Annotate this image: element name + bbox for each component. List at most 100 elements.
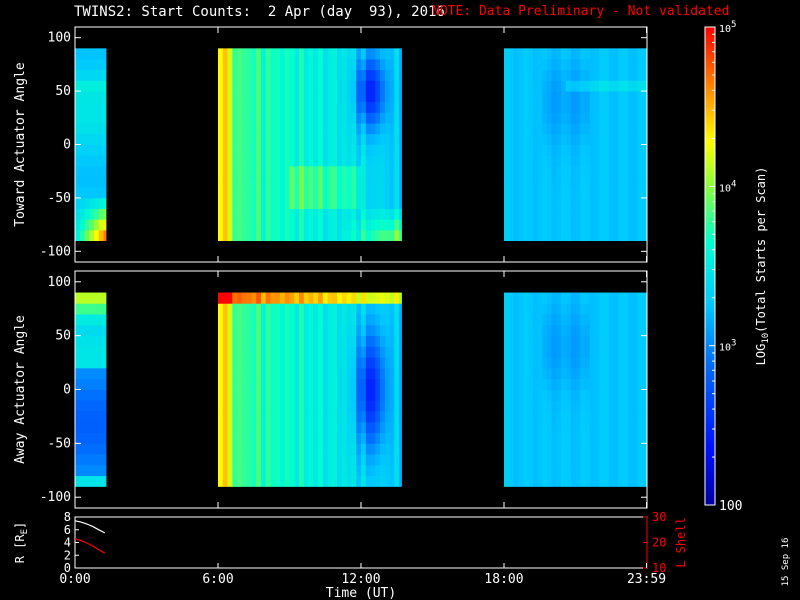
heatmap-cell <box>384 80 390 92</box>
heatmap-cell <box>632 357 638 369</box>
heatmap-cell <box>608 155 615 167</box>
heatmap-cell <box>241 400 247 412</box>
heatmap-cell <box>241 292 247 304</box>
heatmap-cell <box>523 187 529 199</box>
heatmap-cell <box>327 229 333 242</box>
heatmap-cell <box>270 91 276 103</box>
heatmap-cell <box>399 48 402 60</box>
heatmap-cell <box>275 208 281 220</box>
heatmap-cell <box>594 454 600 466</box>
heatmap-cell <box>608 80 615 92</box>
heatmap-cell <box>346 187 352 199</box>
heatmap-cell <box>523 346 529 358</box>
heatmap-cell <box>380 335 386 347</box>
heatmap-cell <box>561 475 567 487</box>
heatmap-cell <box>608 357 615 369</box>
heatmap-cell <box>580 443 586 455</box>
heatmap-cell <box>275 378 281 390</box>
heatmap-cell <box>218 367 224 380</box>
heatmap-cell <box>103 48 107 60</box>
heatmap-cell <box>84 357 90 369</box>
heatmap-cell <box>556 475 562 487</box>
heatmap-cell <box>570 155 576 167</box>
heatmap-cell <box>599 378 605 390</box>
heatmap-cell <box>561 464 567 477</box>
heatmap-cell <box>265 346 271 358</box>
heatmap-cell <box>575 187 581 199</box>
heatmap-cell <box>537 91 543 103</box>
heatmap-cell <box>218 91 224 103</box>
heatmap-cell <box>399 411 402 423</box>
heatmap-cell <box>322 378 329 390</box>
heatmap-cell <box>580 475 586 487</box>
heatmap-cell <box>365 357 371 369</box>
heatmap-cell <box>513 411 519 423</box>
heatmap-cell <box>361 155 367 167</box>
heatmap-cell <box>284 144 290 156</box>
heatmap-cell <box>384 314 390 326</box>
heatmap-cell <box>341 389 348 401</box>
heatmap-cell <box>532 219 538 231</box>
heatmap-cell <box>294 464 300 477</box>
heatmap-cell <box>351 357 357 369</box>
heatmap-cell <box>94 335 100 347</box>
heatmap-cell <box>570 367 576 380</box>
heatmap-cell <box>337 411 343 423</box>
heatmap-cell <box>98 303 104 315</box>
heatmap-cell <box>618 101 624 113</box>
heatmap-cell <box>585 432 591 444</box>
heatmap-cell <box>337 165 343 177</box>
heatmap-cell <box>604 378 610 390</box>
heatmap-cell <box>594 144 600 156</box>
heatmap-cell <box>504 346 510 358</box>
heatmap-cell <box>313 69 319 81</box>
y-tick-label: 0 <box>63 138 71 153</box>
heatmap-cell <box>79 91 85 103</box>
heatmap-cell <box>365 378 371 390</box>
heatmap-cell <box>375 389 381 401</box>
heatmap-cell <box>613 378 619 390</box>
heatmap-cell <box>246 123 252 135</box>
heatmap-cell <box>370 314 376 326</box>
heatmap-cell <box>270 59 276 71</box>
heatmap-cell <box>370 101 376 113</box>
heatmap-cell <box>632 443 638 455</box>
heatmap-cell <box>556 197 562 209</box>
heatmap-cell <box>289 229 295 242</box>
heatmap-cell <box>608 432 615 444</box>
heatmap-cell <box>585 454 591 466</box>
heatmap-cell <box>532 400 538 412</box>
heatmap-cell <box>303 144 309 156</box>
heatmap-cell <box>537 197 543 209</box>
heatmap-cell <box>384 165 390 177</box>
heatmap-cell <box>279 346 286 358</box>
heatmap-cell <box>98 91 104 103</box>
heatmap-cell <box>513 335 519 347</box>
heatmap-cell <box>585 48 591 60</box>
heatmap-cell <box>318 346 324 358</box>
heatmap-cell <box>604 165 610 177</box>
y-tick-label: 100 <box>48 31 71 46</box>
heatmap-cell <box>232 112 238 124</box>
heatmap-cell <box>546 197 553 209</box>
heatmap-cell <box>537 421 543 433</box>
heatmap-cell <box>623 367 629 380</box>
heatmap-cell <box>265 165 271 177</box>
heatmap-cell <box>341 197 348 209</box>
heatmap-cell <box>299 421 305 433</box>
heatmap-cell <box>246 443 252 455</box>
heatmap-cell <box>275 165 281 177</box>
heatmap-cell <box>232 229 238 242</box>
heatmap-cell <box>623 346 629 358</box>
heatmap-cell <box>284 314 290 326</box>
heatmap-cell <box>346 144 352 156</box>
heatmap-cell <box>642 421 648 433</box>
heatmap-cell <box>585 197 591 209</box>
heatmap-cell <box>627 400 634 412</box>
heatmap-cell <box>594 219 600 231</box>
heatmap-cell <box>84 112 90 124</box>
heatmap-cell <box>523 357 529 369</box>
heatmap-cell <box>365 197 371 209</box>
heatmap-cell <box>523 432 529 444</box>
heatmap-cell <box>79 400 85 412</box>
